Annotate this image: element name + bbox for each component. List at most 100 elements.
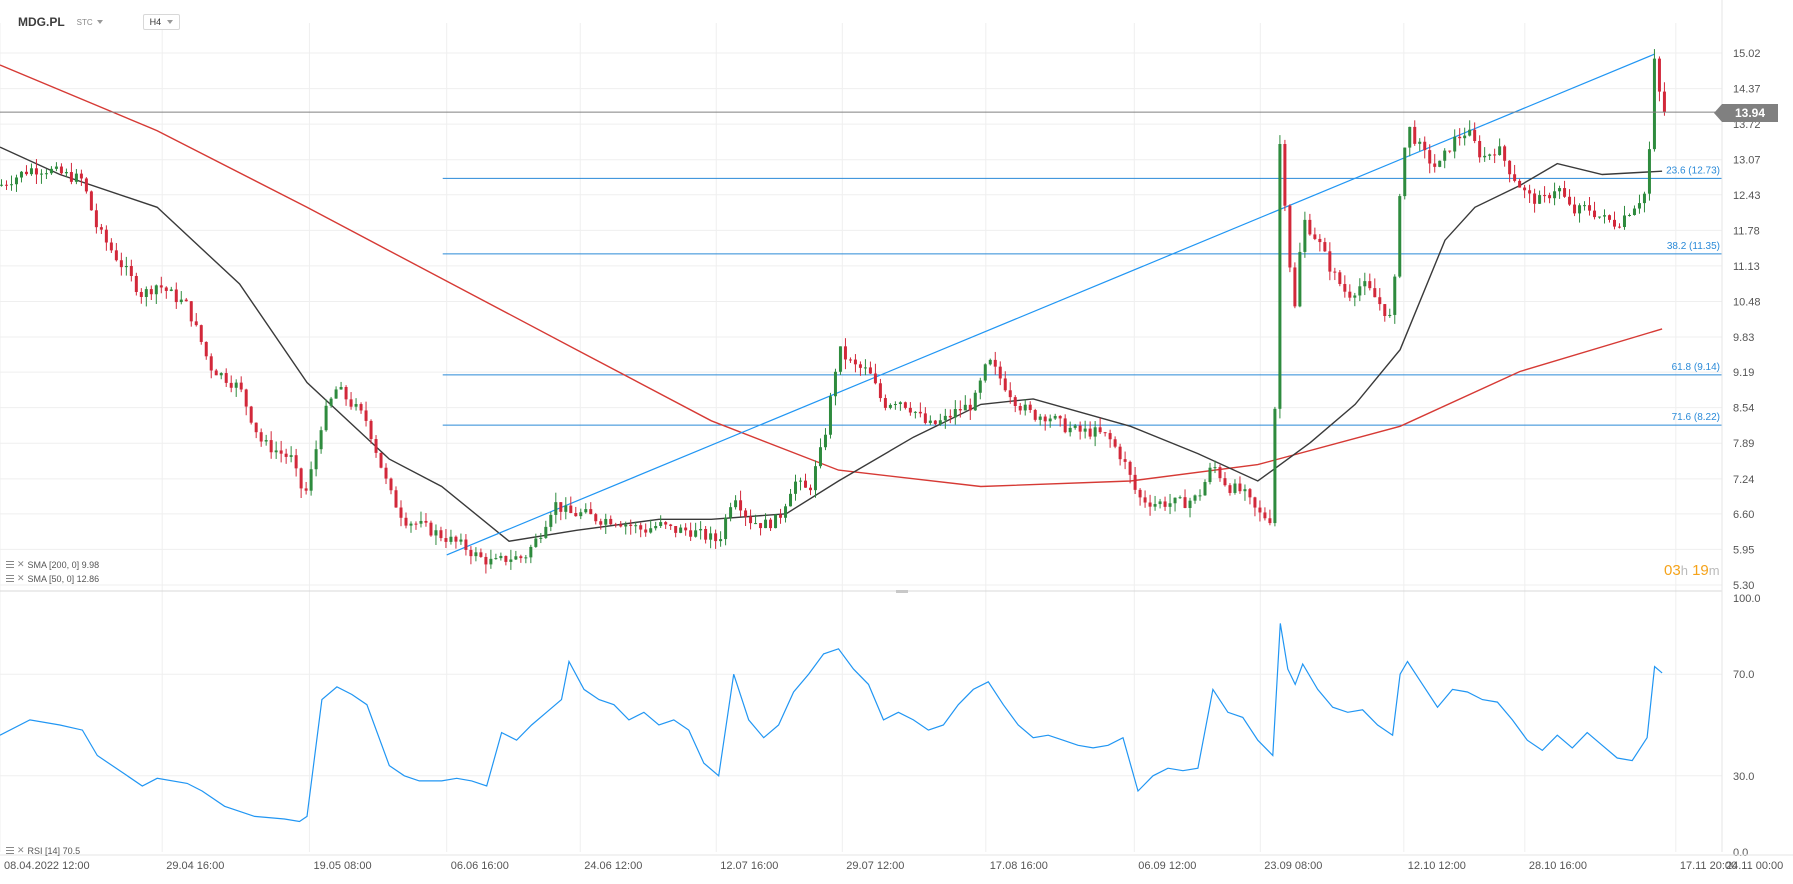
candle-down xyxy=(1318,238,1322,243)
candle-down xyxy=(1573,204,1577,214)
candle-down xyxy=(224,373,228,383)
candle-down xyxy=(614,524,618,526)
x-tick-label: 28.10 16:00 xyxy=(1529,860,1587,872)
menu-icon[interactable] xyxy=(6,847,14,854)
candle-down xyxy=(1003,378,1007,391)
candle-down xyxy=(803,480,807,488)
candle-up xyxy=(334,389,338,399)
candle-up xyxy=(1468,129,1472,136)
candle-down xyxy=(424,520,428,523)
candle-up xyxy=(54,166,58,169)
candle-down xyxy=(1533,193,1537,204)
candle-up xyxy=(1498,146,1502,156)
candle-down xyxy=(89,191,93,211)
candle-down xyxy=(214,370,218,376)
candle-up xyxy=(274,450,278,453)
candle-down xyxy=(1253,497,1257,508)
candle-down xyxy=(589,509,593,515)
candle-up xyxy=(524,557,528,559)
close-icon[interactable]: ✕ xyxy=(17,845,25,855)
exchange-selector[interactable]: STC xyxy=(77,18,103,27)
panel-resize-handle[interactable] xyxy=(896,590,908,593)
candle-down xyxy=(184,299,188,302)
candle-down xyxy=(1008,390,1012,398)
candle-down xyxy=(79,173,83,179)
y-tick-label: 5.30 xyxy=(1733,580,1754,592)
candle-up xyxy=(784,506,788,518)
candle-down xyxy=(903,402,907,408)
candle-down xyxy=(484,556,488,565)
candle-down xyxy=(269,440,273,453)
candle-down xyxy=(1238,483,1242,492)
candle-up xyxy=(1178,497,1182,499)
candle-up xyxy=(1393,276,1397,315)
candle-down xyxy=(1033,409,1037,420)
candle-up xyxy=(978,380,982,393)
menu-icon[interactable] xyxy=(6,575,14,582)
candle-up xyxy=(169,289,173,291)
candle-down xyxy=(843,346,847,360)
candle-up xyxy=(554,502,558,515)
candle-up xyxy=(1603,215,1607,217)
candle-up xyxy=(219,373,223,376)
candle-up xyxy=(754,523,758,525)
sma50-legend[interactable]: ✕ SMA [50, 0] 12.86 xyxy=(6,573,99,584)
candle-down xyxy=(908,407,912,413)
candle-up xyxy=(514,556,518,560)
candle-down xyxy=(1088,428,1092,437)
x-tick-label: 06.06 16:00 xyxy=(451,860,509,872)
trend-line[interactable] xyxy=(446,53,1655,556)
candle-up xyxy=(694,530,698,537)
candle-down xyxy=(1423,141,1427,151)
symbol-label[interactable]: MDG.PL xyxy=(18,15,65,29)
fibonacci-levels[interactable]: 23.6 (12.73) 38.2 (11.35) 61.8 (9.14) 71.6 … xyxy=(442,165,1722,426)
trend-line-layer[interactable] xyxy=(446,53,1655,556)
candle-down xyxy=(1148,502,1152,507)
candle-up xyxy=(1173,497,1177,504)
candle-down xyxy=(394,490,398,508)
rsi-legend[interactable]: ✕ RSI [14] 70.5 xyxy=(6,845,80,856)
candle-down xyxy=(1098,427,1102,433)
candle-up xyxy=(1278,144,1282,409)
candle-up xyxy=(1353,295,1357,298)
candle-up xyxy=(179,299,183,303)
candle-down xyxy=(429,522,433,536)
timeframe-selector[interactable]: H4 xyxy=(142,14,181,30)
candle-down xyxy=(1058,415,1062,419)
candle-down xyxy=(1333,271,1337,273)
candle-down xyxy=(739,500,743,511)
exchange-label: STC xyxy=(76,17,93,27)
candle-down xyxy=(1138,489,1142,498)
candle-down xyxy=(1593,210,1597,218)
candle-up xyxy=(1363,281,1367,287)
menu-icon[interactable] xyxy=(6,561,14,568)
candle-up xyxy=(509,559,513,562)
candle-up xyxy=(314,449,318,470)
candle-down xyxy=(858,364,862,368)
candle-up xyxy=(813,466,817,491)
candle-down xyxy=(404,517,408,526)
candle-up xyxy=(823,434,827,448)
candle-down xyxy=(1328,251,1332,272)
sma200-legend[interactable]: ✕ SMA [200, 0] 9.98 xyxy=(6,559,99,570)
y-tick-label: 6.60 xyxy=(1733,509,1754,521)
candle-down xyxy=(669,524,673,527)
close-icon[interactable]: ✕ xyxy=(17,559,25,569)
candle-up xyxy=(604,518,608,525)
candle-down xyxy=(958,409,962,411)
y-tick-label: 14.37 xyxy=(1733,84,1761,96)
candle-down xyxy=(374,439,378,453)
candle-down xyxy=(229,382,233,388)
candle-up xyxy=(729,507,733,518)
close-icon[interactable]: ✕ xyxy=(17,573,25,583)
candle-down xyxy=(1223,478,1227,486)
candle-up xyxy=(309,469,313,491)
candle-down xyxy=(1258,507,1262,513)
candle-down xyxy=(1308,219,1312,235)
candle-up xyxy=(544,526,548,538)
candle-down xyxy=(1133,474,1137,490)
candle-up xyxy=(29,168,33,175)
candle-down xyxy=(414,523,418,525)
